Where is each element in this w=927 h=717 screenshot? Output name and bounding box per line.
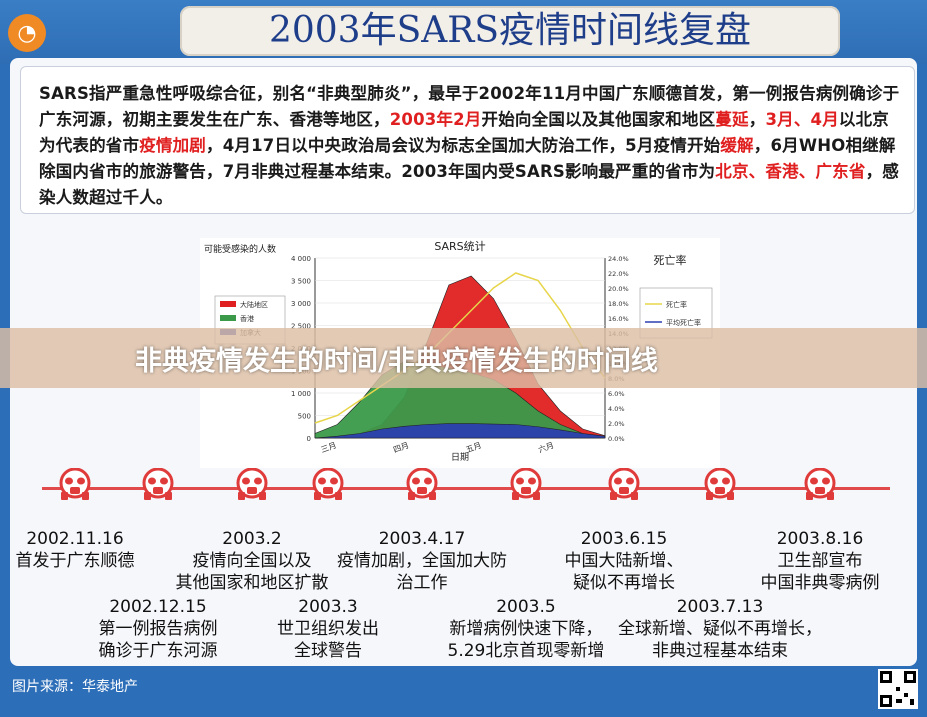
intro-highlight: 北京、香港、广东省	[715, 162, 866, 181]
x-axis-label: 日期	[451, 452, 469, 463]
event-date: 2003.4.17	[378, 529, 466, 549]
event-date: 2002.12.15	[109, 597, 207, 617]
y2-tick-label: 0.0%	[608, 435, 625, 443]
gas-mask-icon	[235, 467, 269, 504]
legend-label: 大陆地区	[240, 300, 268, 309]
chart-title: SARS统计	[434, 240, 485, 253]
intro-segment: SARS指严重急性呼吸综合征，别名“非典型肺炎”，最早于2002年11月中国广东…	[39, 84, 900, 129]
intro-segment: 开始向全国以及其他国家和地区	[481, 110, 716, 129]
gas-mask-icon	[405, 467, 439, 504]
qr-code-icon	[878, 669, 918, 709]
y-tick-label: 500	[298, 413, 311, 421]
mortality-line	[314, 272, 606, 424]
intro-segment: 以北京为代表的省市	[39, 110, 890, 155]
legend-label-right: 平均死亡率	[666, 318, 701, 327]
y-tick-label: 4 000	[291, 255, 311, 263]
timeline-event: 2002.12.15 第一例报告病例 确诊于广东河源	[99, 596, 218, 662]
timeline-event: 2003.4.17 疫情加剧，全国加大防 治工作	[337, 528, 507, 594]
event-date: 2003.5	[496, 597, 556, 617]
event-date: 2003.3	[298, 597, 358, 617]
legend-label: 香港	[240, 314, 254, 323]
gas-mask-icon	[607, 467, 641, 504]
event-date: 2002.11.16	[26, 529, 124, 549]
y-axis-label: 可能受感染的人数	[204, 243, 276, 255]
event-desc: 疫情加剧，全国加大防	[337, 551, 507, 571]
event-desc: 其他国家和地区扩散	[175, 573, 329, 593]
series-area-3	[314, 423, 606, 439]
timeline-event: 2003.2 疫情向全国以及 其他国家和地区扩散	[176, 528, 329, 594]
intro-highlight: 蔓延	[715, 110, 749, 129]
intro-segment: ，感染人数超过千人。	[39, 162, 899, 207]
brand-logo-icon: ◔	[8, 14, 46, 52]
legend-swatch	[220, 301, 236, 307]
timeline-event: 2003.3 世卫组织发出 全球警告	[277, 596, 379, 662]
legend-label-right: 死亡率	[666, 300, 687, 309]
event-desc: 5.29北京首现零新增	[447, 641, 605, 661]
source-text: 图片来源：华泰地产	[12, 679, 138, 695]
event-date: 2003.7.13	[676, 597, 764, 617]
y2-axis-label: 死亡率	[654, 253, 687, 267]
timeline-event: 2002.11.16 首发于广东顺德	[16, 528, 135, 572]
event-desc: 疑似不再增长	[573, 573, 675, 593]
event-desc: 中国大陆新增、	[564, 551, 684, 571]
event-desc: 第一例报告病例	[98, 619, 218, 639]
y-tick-label: 3 500	[291, 278, 311, 286]
event-desc: 疫情向全国以及	[192, 551, 312, 571]
gas-mask-icon	[141, 467, 175, 504]
event-date: 2003.6.15	[580, 529, 668, 549]
timeline-event: 2003.7.13 全球新增、疑似不再增长， 非典过程基本结束	[618, 596, 822, 662]
timeline-line	[42, 487, 890, 490]
intro-text: SARS指严重急性呼吸综合征，别名“非典型肺炎”，最早于2002年11月中国广东…	[20, 66, 915, 214]
event-desc: 卫生部宣布	[777, 551, 863, 571]
gas-mask-icon	[311, 467, 345, 504]
gas-mask-icon	[703, 467, 737, 504]
y2-tick-label: 16.0%	[608, 315, 629, 323]
intro-segment: ，	[748, 110, 766, 129]
gas-mask-icon	[58, 467, 92, 504]
timeline-event: 2003.5 新增病例快速下降， 5.29北京首现零新增	[448, 596, 605, 662]
event-date: 2003.8.16	[776, 529, 864, 549]
event-desc: 全球新增、疑似不再增长，	[618, 619, 822, 639]
event-desc: 新增病例快速下降，	[449, 619, 603, 639]
event-desc: 全球警告	[294, 641, 362, 661]
intro-highlight: 缓解	[720, 136, 754, 155]
intro-highlight: 3月、4月	[765, 110, 839, 129]
y2-tick-label: 24.0%	[608, 255, 629, 263]
banner-text: 非典疫情发生的时间/非典疫情发生的时间线	[135, 345, 658, 377]
event-date: 2003.2	[222, 529, 282, 549]
event-desc: 非典过程基本结束	[652, 641, 788, 661]
y2-tick-label: 18.0%	[608, 300, 629, 308]
y2-tick-label: 22.0%	[608, 270, 629, 278]
y-tick-label: 3 000	[291, 300, 311, 308]
y-tick-label: 2 500	[291, 323, 311, 331]
event-desc: 世卫组织发出	[277, 619, 379, 639]
gas-mask-icon	[509, 467, 543, 504]
event-desc: 中国非典零病例	[760, 573, 880, 593]
timeline-event: 2003.8.16 卫生部宣布 中国非典零病例	[761, 528, 880, 594]
header: ◔ 2003年SARS疫情时间线复盘	[0, 0, 927, 64]
y2-tick-label: 20.0%	[608, 285, 629, 293]
timeline-event: 2003.6.15 中国大陆新增、 疑似不再增长	[565, 528, 684, 594]
y-tick-label: 1 000	[291, 390, 311, 398]
intro-highlight: 2003年2月	[389, 110, 482, 129]
event-desc: 首发于广东顺德	[15, 551, 135, 571]
intro-segment: ，6月WHO相继解除国内省市的旅游警告，7月非典过程基本结束。2003年国内受S…	[39, 136, 896, 181]
y-tick-label: 0	[307, 435, 311, 443]
y2-tick-label: 2.0%	[608, 420, 625, 428]
y2-tick-label: 4.0%	[608, 405, 625, 413]
legend-swatch	[220, 315, 236, 321]
intro-segment: ，4月17日以中央政治局会议为标志全国加大防治工作，5月疫情开始	[206, 136, 721, 155]
footer	[0, 667, 927, 717]
intro-highlight: 疫情加剧	[139, 136, 207, 155]
y2-tick-label: 6.0%	[608, 390, 625, 398]
gas-mask-icon	[803, 467, 837, 504]
page-title: 2003年SARS疫情时间线复盘	[180, 6, 840, 56]
event-desc: 治工作	[396, 573, 448, 593]
caption-banner: 非典疫情发生的时间/非典疫情发生的时间线	[0, 328, 927, 388]
event-desc: 确诊于广东河源	[98, 641, 218, 661]
